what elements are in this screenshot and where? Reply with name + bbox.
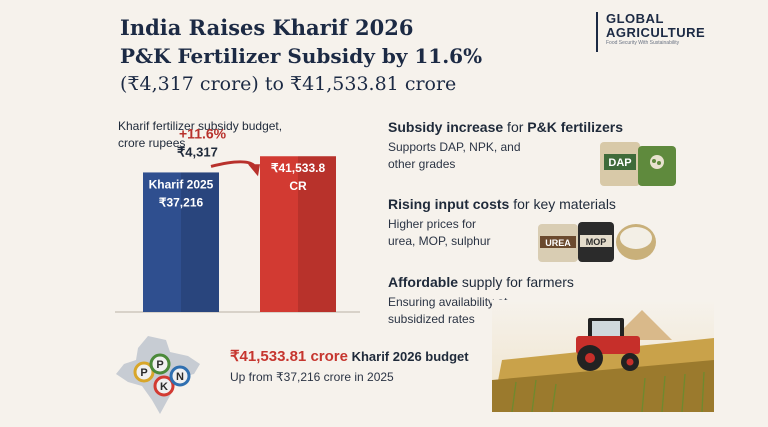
brand-tagline: Food Security With Sustainability (606, 40, 680, 46)
budget-headline: ₹41,533.81 crore Kharif 2026 budget (230, 346, 530, 368)
bar-2-shade (298, 156, 336, 312)
section-heading-rest: for key materials (509, 196, 616, 212)
section-heading: Rising input costs for key materials (388, 195, 688, 213)
budget-summary: ₹41,533.81 crore Kharif 2026 budget Up f… (230, 346, 530, 386)
section-body-line-1: Ensuring availability at (388, 295, 508, 309)
map-letter: P (156, 359, 163, 371)
section-subsidy-increase: Subsidy increase for P&K fertilizers Sup… (388, 118, 623, 173)
budget-amount: ₹41,533.81 crore (230, 348, 348, 365)
bar-1-shade (181, 172, 219, 312)
bar-2-label-1: ₹41,533.8 (271, 161, 326, 175)
section-rising-costs: Rising input costs for key materials Hig… (388, 195, 688, 250)
budget-comparison: Up from ₹37,216 crore in 2025 (230, 370, 394, 384)
section-body-line-1: Supports DAP, NPK, and (388, 140, 521, 154)
urea-bag-label: UREA (545, 238, 571, 248)
chart-caption-line-2: crore rupees (118, 136, 186, 150)
section-heading-rest: supply for farmers (458, 274, 574, 290)
tractor-icon (576, 318, 640, 371)
budget-label: Kharif 2026 budget (347, 349, 469, 364)
headline-line-1: India Raises Kharif 2026 (120, 15, 414, 40)
growth-amount: ₹4,317 (177, 144, 218, 159)
mop-bag-label: MOP (586, 237, 607, 247)
urea-mop-bags-icon: UREA MOP (538, 222, 656, 262)
section-heading-bold: Subsidy increase (388, 119, 504, 135)
section-heading: Subsidy increase for P&K fertilizers (388, 118, 623, 136)
map-letter-p2: P (149, 353, 171, 375)
dap-bag-icon: DAP (600, 142, 676, 186)
brand-name-line-1: GLOBAL (606, 11, 664, 26)
chart-caption-line-1: Kharif fertilizer subsidy budget, (118, 119, 283, 133)
bar-1 (143, 172, 219, 312)
map-letter: P (140, 367, 147, 379)
subsidy-bar-chart: Kharif 2025 ₹37,216 ₹41,533.8 CR +11.6% ₹4,31… (115, 125, 360, 313)
dap-bag-label: DAP (608, 157, 631, 169)
section-body-line-2: urea, MOP, sulphur (388, 234, 491, 248)
india-map-icon: P P K N (116, 336, 200, 414)
map-letter: N (176, 371, 184, 383)
headline-line-2: P&K Fertilizer Subsidy by 11.6% (120, 44, 483, 68)
section-body-line-2: other grades (388, 157, 456, 171)
section-body-line-2: subsidized rates (388, 312, 475, 326)
section-heading-bold: Affordable (388, 274, 458, 290)
section-heading: Affordable supply for farmers (388, 273, 688, 291)
bar-1-label-2: ₹37,216 (159, 195, 204, 209)
bar-2-label-2: CR (289, 179, 307, 193)
bar-2 (260, 156, 336, 312)
map-letter: K (160, 381, 168, 393)
map-letter-k: K (153, 375, 175, 397)
section-body: Ensuring availability at subsidized rate… (388, 294, 688, 328)
section-body: Supports DAP, NPK, and other grades (388, 139, 588, 173)
map-letter-n: N (169, 365, 191, 387)
brand-logo: GLOBAL AGRICULTURE Food Security With Su… (596, 12, 706, 52)
section-affordable-supply: Affordable supply for farmers Ensuring a… (388, 273, 688, 328)
section-body: Higher prices for urea, MOP, sulphur (388, 216, 688, 250)
bar-1-label-1: Kharif 2025 (149, 177, 214, 191)
chart-caption: Kharif fertilizer subsidy budget, crore … (118, 118, 328, 152)
section-heading-bold-2: P&K fertilizers (527, 119, 623, 135)
headline: India Raises Kharif 2026 P&K Fertilizer … (120, 14, 580, 98)
section-heading-bold: Rising input costs (388, 196, 510, 212)
map-letter-p1: P (133, 361, 155, 383)
growth-arrowhead (248, 164, 260, 177)
section-body-line-1: Higher prices for (388, 217, 477, 231)
section-heading-rest: for (503, 119, 528, 135)
headline-line-3: (₹4,317 crore) to ₹41,533.81 crore (120, 73, 457, 95)
farm-field-illustration (492, 300, 714, 412)
growth-percent: +11.6% (179, 125, 227, 141)
brand-name-line-2: AGRICULTURE (606, 25, 706, 40)
